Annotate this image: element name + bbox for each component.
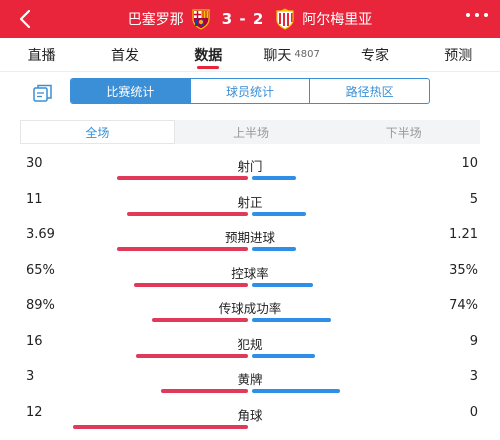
away-team-crest-icon <box>276 8 294 30</box>
stat-label: 犯规 <box>237 336 263 352</box>
tab-match-stats[interactable]: 比赛统计 <box>71 79 191 103</box>
home-team-name: 巴塞罗那 <box>127 12 184 28</box>
stat-row: 12 角球 0 <box>0 399 500 435</box>
stat-label: 黄牌 <box>237 372 263 387</box>
stat-away-value: 5 <box>469 191 478 207</box>
chat-count: 4807 <box>294 49 320 60</box>
match-tabs: 直播 首发 数据 聊天 4807 专家 预测 <box>0 38 500 72</box>
away-share-bar <box>252 211 307 216</box>
tab-label: 比赛统计 <box>106 84 155 99</box>
tab-lineup[interactable]: 首发 <box>83 38 166 71</box>
stat-away-value: 1.21 <box>449 227 478 242</box>
tab-first-half[interactable]: 上半场 <box>175 120 328 144</box>
stat-row: 65% 控球率 35% <box>0 257 500 293</box>
stat-home-value: 3 <box>26 369 35 384</box>
tab-data[interactable]: 数据 <box>167 38 250 71</box>
tab-label: 球员统计 <box>226 84 275 99</box>
stat-away-value: 35% <box>449 262 478 278</box>
stats-type-tabs: 比赛统计 球员统计 路径热区 <box>70 78 430 104</box>
home-share-bar <box>134 282 248 287</box>
stats-subnav: 比赛统计 球员统计 路径热区 <box>0 78 500 106</box>
stat-label: 控球率 <box>231 265 269 281</box>
away-share-bar <box>252 389 340 393</box>
stat-away-value: 10 <box>461 156 478 171</box>
tab-label: 全场 <box>85 125 110 140</box>
match-header: 巴塞罗那 3 - 2 阿尔梅里亚 <box>0 0 500 38</box>
stat-row: 16 犯规 9 <box>0 328 500 364</box>
home-share-bar <box>116 176 248 180</box>
back-button[interactable] <box>12 6 38 32</box>
stat-home-value: 12 <box>26 404 43 420</box>
stat-away-value: 0 <box>469 404 478 420</box>
more-dot-icon <box>484 13 488 17</box>
stat-away-value: 3 <box>469 369 478 384</box>
stat-row: 30 射门 10 <box>0 150 500 186</box>
tab-label: 专家 <box>360 47 389 64</box>
home-share-bar <box>151 318 248 322</box>
match-title: 巴塞罗那 3 - 2 阿尔梅里亚 <box>0 0 500 38</box>
tab-label: 下半场 <box>385 125 422 140</box>
stat-home-value: 89% <box>26 298 55 313</box>
stat-row: 11 射正 5 <box>0 186 500 222</box>
stat-home-value: 30 <box>26 156 43 171</box>
stat-label: 传球成功率 <box>218 301 282 316</box>
tab-prediction[interactable]: 预测 <box>417 38 500 71</box>
chevron-left-icon <box>19 9 31 29</box>
stat-home-value: 65% <box>26 262 55 278</box>
tab-label: 首发 <box>110 47 139 64</box>
stat-row: 89% 传球成功率 74% <box>0 292 500 328</box>
tab-label: 直播 <box>27 47 56 64</box>
more-dot-icon <box>466 13 470 17</box>
stat-home-value: 16 <box>26 333 43 349</box>
period-tabs: 全场 上半场 下半场 <box>20 120 480 144</box>
tab-label: 上半场 <box>233 125 270 140</box>
stat-label: 角球 <box>237 407 263 423</box>
stat-away-value: 74% <box>449 298 478 313</box>
stat-home-value: 3.69 <box>26 227 55 242</box>
away-share-bar <box>252 318 331 322</box>
stat-row: 3 黄牌 3 <box>0 363 500 399</box>
tab-live[interactable]: 直播 <box>0 38 83 71</box>
home-share-bar <box>136 353 248 358</box>
match-score: 3 - 2 <box>221 10 265 28</box>
stat-home-value: 11 <box>26 191 43 207</box>
tab-label: 路径热区 <box>345 84 394 99</box>
more-dot-icon <box>475 13 479 17</box>
away-share-bar <box>252 353 315 358</box>
tab-label: 预测 <box>444 47 473 64</box>
away-share-bar <box>252 247 296 251</box>
stat-label: 射正 <box>237 194 263 210</box>
away-share-bar <box>252 282 314 287</box>
home-share-bar <box>127 211 248 216</box>
stat-away-value: 9 <box>469 333 478 349</box>
tab-player-stats[interactable]: 球员统计 <box>191 79 311 103</box>
home-share-bar <box>116 247 248 251</box>
tab-chat[interactable]: 聊天 4807 <box>250 38 333 71</box>
stat-row: 3.69 预期进球 1.21 <box>0 221 500 257</box>
away-team-name: 阿尔梅里亚 <box>302 12 373 28</box>
stat-label: 预期进球 <box>224 230 275 245</box>
tab-full-match[interactable]: 全场 <box>20 120 175 144</box>
tab-experts[interactable]: 专家 <box>333 38 416 71</box>
document-icon[interactable] <box>32 83 54 103</box>
home-share-bar <box>73 424 248 429</box>
tab-heat-map[interactable]: 路径热区 <box>310 79 429 103</box>
tab-label: 聊天 <box>263 47 292 64</box>
home-team-crest-icon <box>192 9 210 30</box>
home-share-bar <box>160 389 248 393</box>
more-options-button[interactable] <box>466 13 488 17</box>
away-share-bar <box>252 176 296 180</box>
stat-label: 射门 <box>237 159 263 174</box>
tab-second-half[interactable]: 下半场 <box>327 120 480 144</box>
tab-label: 数据 <box>194 47 223 64</box>
